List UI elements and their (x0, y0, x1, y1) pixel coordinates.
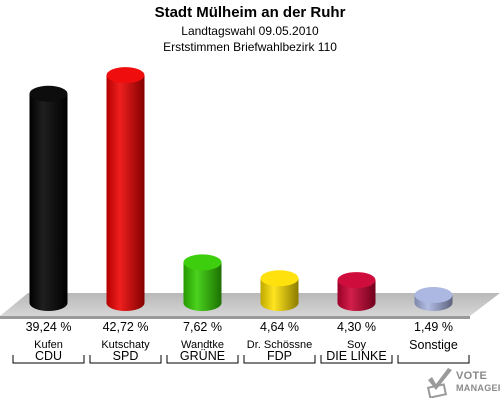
bar-cap-gr-ne (183, 254, 222, 271)
chart-subtitle-district: Erststimmen Briefwahlbezirk 110 (163, 40, 337, 54)
bar-cap-cdu (29, 85, 68, 102)
chart-subtitle-election: Landtagswahl 09.05.2010 (181, 24, 319, 38)
bar-body-cdu (29, 93, 68, 311)
logo-manager-text: MANAGER (456, 383, 500, 393)
value-label: 42,72 % (103, 320, 149, 334)
candidate-label: Kutschaty (101, 339, 150, 351)
vote-manager-logo: VOTE MANAGER (426, 365, 500, 399)
label-bracket (12, 355, 85, 364)
candidate-label: Soy (347, 339, 366, 351)
value-label: 7,62 % (183, 320, 222, 334)
bar-cap-spd (106, 67, 145, 84)
party-label: DIE LINKE (326, 349, 386, 363)
label-bracket (320, 355, 393, 364)
bar-body-die-linke (337, 280, 376, 311)
party-label: SPD (113, 349, 139, 363)
bar-cap-die-linke (337, 272, 376, 289)
party-label: GRÜNE (180, 349, 225, 363)
value-label: 39,24 % (26, 320, 72, 334)
bar-cap-sonstige (414, 287, 453, 304)
candidate-label: Kufen (34, 339, 63, 351)
chart-title: Stadt Mülheim an der Ruhr (154, 4, 346, 21)
bar-body-gr-ne (183, 262, 222, 311)
value-label: 4,64 % (260, 320, 299, 334)
candidate-label: Dr. Schössne (247, 339, 312, 351)
label-bracket (243, 355, 316, 364)
logo-vote-text: VOTE (456, 370, 488, 382)
value-label: 1,49 % (414, 320, 453, 334)
party-label: FDP (267, 349, 292, 363)
value-label: 4,30 % (337, 320, 376, 334)
bar-body-spd (106, 75, 145, 311)
label-bracket (397, 355, 470, 364)
ballot-check-icon (426, 368, 452, 398)
candidate-label: Wandtke (181, 339, 224, 351)
party-label: Sonstige (409, 338, 458, 352)
bar-cap-fdp (260, 270, 299, 287)
party-label: CDU (35, 349, 62, 363)
label-bracket (89, 355, 162, 364)
bar-body-fdp (260, 278, 299, 311)
label-bracket (166, 355, 239, 364)
chart-floor-edge (0, 316, 470, 319)
